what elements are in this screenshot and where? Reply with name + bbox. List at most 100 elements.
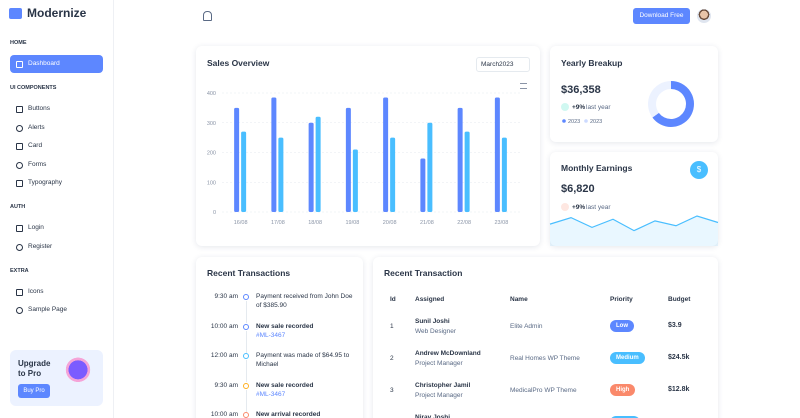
avatar[interactable] — [697, 9, 711, 23]
nav-item[interactable]: Icons — [28, 287, 44, 295]
table-header: Name — [510, 296, 528, 303]
nav-item[interactable]: Typography — [28, 179, 62, 186]
nav-icon — [16, 124, 23, 132]
nav-section: UI COMPONENTS — [10, 85, 57, 91]
trend-icon — [561, 103, 569, 111]
monthly-change-note: last year — [586, 204, 611, 211]
bar — [501, 137, 507, 212]
bar — [308, 122, 314, 212]
x-tick-label: 23/08 — [494, 220, 508, 226]
timeline-text: New arrival recorded — [256, 411, 321, 418]
timeline-text: Payment received from John Doe of $385.9… — [256, 293, 353, 309]
bar — [234, 107, 240, 212]
month-select-label: March2023 — [481, 61, 514, 68]
nav-item[interactable]: Forms — [28, 160, 47, 168]
nav-item[interactable]: Buttons — [28, 105, 51, 112]
nav-item[interactable]: Sample Page — [28, 306, 68, 313]
timeline-dot — [243, 353, 249, 359]
time: 10:00 am — [210, 322, 238, 330]
nav-icon — [16, 288, 23, 296]
timeline-ref: #ML-3467 — [256, 331, 286, 339]
cell-name: Real Homes WP Theme — [510, 355, 580, 362]
upgrade-title: Upgrade to Pro — [18, 359, 51, 378]
cell-role: Project Manager — [415, 360, 463, 367]
yearly-title: Yearly Breakup — [561, 58, 623, 68]
timeline-line — [245, 301, 247, 323]
y-tick-label: 200 — [207, 151, 216, 157]
transactions-card — [196, 257, 363, 418]
bar — [427, 122, 433, 212]
bar — [241, 131, 247, 212]
cell-name: MedicalPro WP Theme — [510, 387, 577, 394]
nav-section: AUTH — [10, 204, 26, 210]
y-tick-label: 300 — [207, 121, 216, 127]
yearly-change: +9% — [572, 104, 586, 111]
bell-icon[interactable] — [203, 11, 212, 21]
bar — [464, 131, 470, 212]
timeline-line — [245, 330, 247, 353]
time: 9:30 am — [214, 381, 239, 389]
nav-item[interactable]: Alerts — [28, 123, 45, 131]
x-tick-label: 16/08 — [234, 220, 248, 226]
cell-budget: $24.5k — [668, 354, 690, 361]
monthly-amount: $6,820 — [561, 183, 595, 195]
timeline-text: New sale recorded — [256, 381, 314, 389]
timeline-line — [245, 389, 247, 412]
donut-segment — [648, 81, 672, 118]
timeline-ref: #ML-3467 — [256, 390, 286, 398]
sidebar — [0, 0, 114, 418]
download-button[interactable]: Download Free — [633, 8, 690, 24]
y-tick-label: 0 — [213, 210, 216, 216]
nav-section: HOME — [10, 40, 27, 46]
bar — [271, 97, 277, 212]
buy-pro-button[interactable]: Buy Pro — [18, 384, 50, 398]
cell-assigned: Nirav Joshi — [415, 414, 451, 418]
cell-role: Project Manager — [415, 392, 463, 399]
bar — [390, 137, 396, 212]
nav-item[interactable]: Login — [28, 224, 44, 231]
legend-label: 2023 — [568, 119, 580, 125]
rocket — [60, 350, 96, 386]
cell-budget: $12.8k — [668, 386, 690, 393]
nav-icon — [16, 143, 23, 150]
logo-icon — [9, 8, 22, 19]
month-select[interactable] — [476, 57, 530, 72]
table-title: Recent Transaction — [384, 268, 463, 278]
yearly-amount: $36,358 — [561, 84, 601, 96]
nav-section: EXTRA — [10, 267, 29, 274]
cell-role: Web Designer — [415, 328, 457, 335]
trend-icon — [561, 203, 569, 211]
priority-badge: High — [610, 384, 636, 396]
cell-assigned: Sunil Joshi — [415, 318, 450, 325]
nav-icon — [16, 225, 23, 232]
nav-active — [10, 55, 103, 73]
nav-icon — [16, 243, 23, 251]
nav-icon — [16, 106, 23, 113]
bar — [494, 97, 500, 212]
cell-assigned: Christopher Jamil — [415, 382, 471, 389]
x-tick-label: 19/08 — [345, 220, 359, 226]
menu-icon[interactable] — [520, 83, 527, 89]
x-tick-label: 21/08 — [420, 220, 434, 226]
bar — [457, 107, 463, 212]
sales-card — [196, 46, 540, 246]
nav-item[interactable]: Card — [28, 142, 43, 149]
table-header: Assigned — [415, 296, 445, 303]
bar — [352, 149, 358, 212]
timeline-dot — [243, 294, 249, 300]
cell-id: 3 — [390, 387, 394, 394]
monthly-change: +9% — [572, 204, 586, 211]
sparkline — [549, 215, 719, 232]
nav-item[interactable]: Dashboard — [28, 60, 60, 67]
time: 12:00 am — [210, 352, 238, 359]
time: 10:00 am — [210, 411, 238, 418]
x-tick-label: 22/08 — [457, 220, 471, 226]
nav-item[interactable]: Register — [28, 242, 53, 250]
nav-icon — [16, 180, 23, 187]
bar — [315, 116, 321, 212]
timeline-text: Payment was made of $64.95 to Michael — [256, 352, 350, 368]
donut-segment — [652, 81, 694, 127]
priority-badge: Low — [610, 320, 634, 332]
x-tick-label: 18/08 — [308, 220, 322, 226]
